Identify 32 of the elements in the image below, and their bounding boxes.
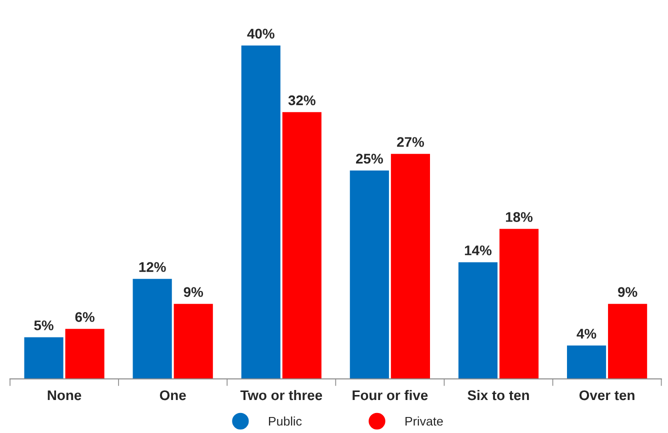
legend-label: Private — [406, 416, 443, 426]
data-label: 32% — [288, 95, 316, 106]
legend-label: Public — [268, 416, 302, 426]
data-label: 14% — [464, 245, 492, 256]
data-label: 9% — [184, 287, 204, 297]
bar — [65, 328, 104, 379]
bar — [390, 154, 430, 379]
bar — [566, 346, 606, 379]
data-label: 40% — [247, 28, 274, 39]
bar — [241, 46, 280, 379]
data-label: 12% — [139, 262, 166, 272]
data-label: 9% — [618, 287, 638, 297]
bar — [24, 337, 64, 379]
x-tick-label: None — [48, 390, 82, 400]
x-tick-label: Six to ten — [468, 390, 529, 400]
data-label: 25% — [356, 154, 383, 164]
data-label: 6% — [75, 312, 94, 322]
bar — [458, 262, 498, 379]
bar — [350, 170, 389, 379]
data-label: 4% — [576, 328, 596, 339]
x-tick-label: One — [160, 390, 186, 400]
bar — [499, 228, 539, 379]
data-label: 27% — [397, 137, 424, 147]
bar — [608, 304, 648, 379]
data-label: 5% — [34, 320, 54, 330]
bar — [174, 304, 213, 379]
bar — [282, 112, 322, 379]
data-label: 18% — [506, 212, 533, 222]
x-tick-label: Two or three — [240, 390, 322, 400]
x-tick-label: Over ten — [579, 390, 634, 400]
x-tick-label: Four or five — [352, 390, 428, 400]
bar — [132, 278, 172, 379]
